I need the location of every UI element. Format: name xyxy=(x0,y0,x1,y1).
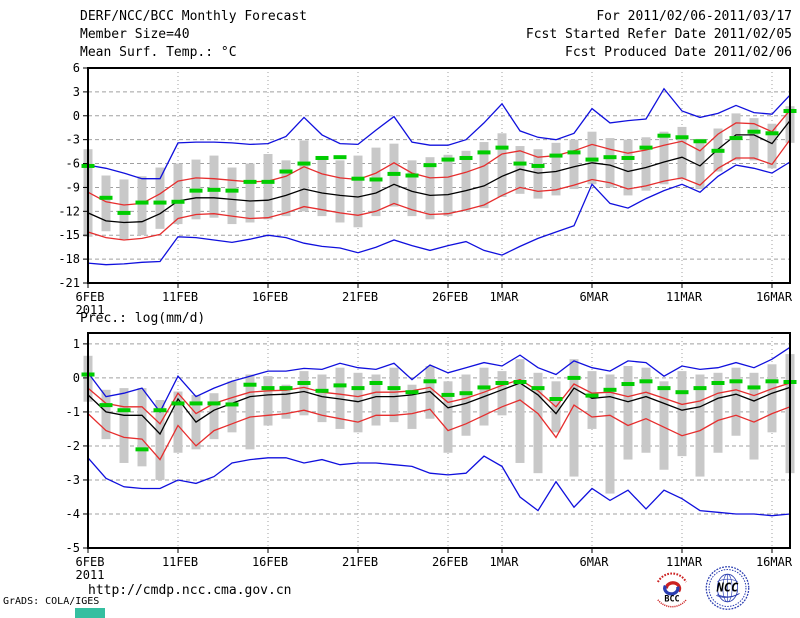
svg-text:-5: -5 xyxy=(66,541,80,555)
bcc-blue-swirl xyxy=(663,584,680,596)
svg-text:26FEB: 26FEB xyxy=(432,290,468,304)
svg-text:-4: -4 xyxy=(66,507,80,521)
svg-text:11MAR: 11MAR xyxy=(666,290,703,304)
svg-text:-12: -12 xyxy=(58,204,80,218)
svg-text:11FEB: 11FEB xyxy=(162,290,198,304)
svg-text:0: 0 xyxy=(73,109,80,123)
svg-text:16MAR: 16MAR xyxy=(756,290,793,304)
svg-text:21FEB: 21FEB xyxy=(342,555,378,569)
member-size-label: Member Size=40 xyxy=(80,27,190,42)
svg-text:16FEB: 16FEB xyxy=(252,290,288,304)
svg-text:6FEB: 6FEB xyxy=(76,555,105,569)
svg-text:3: 3 xyxy=(73,85,80,99)
page-title: DERF/NCC/BCC Monthly Forecast xyxy=(80,9,307,24)
svg-text:26FEB: 26FEB xyxy=(432,555,468,569)
svg-text:-9: -9 xyxy=(66,180,80,194)
svg-text:6MAR: 6MAR xyxy=(580,290,610,304)
grads-color-swatch xyxy=(75,608,105,618)
ncc-underline xyxy=(716,593,740,598)
svg-text:6MAR: 6MAR xyxy=(580,555,610,569)
ncc-logo: NCC xyxy=(705,566,750,610)
svg-text:-1: -1 xyxy=(66,405,80,419)
svg-text:6FEB: 6FEB xyxy=(76,290,105,304)
svg-text:-6: -6 xyxy=(66,157,80,171)
svg-text:16FEB: 16FEB xyxy=(252,555,288,569)
svg-text:11MAR: 11MAR xyxy=(666,555,703,569)
svg-text:-15: -15 xyxy=(58,228,80,242)
svg-text:21FEB: 21FEB xyxy=(342,290,378,304)
ncc-wreath-outer xyxy=(705,566,750,610)
svg-text:1MAR: 1MAR xyxy=(490,290,520,304)
bcc-top-arc-text xyxy=(656,572,688,583)
svg-text:-21: -21 xyxy=(58,276,80,290)
refer-date-label: Fcst Started Refer Date 2011/02/05 xyxy=(525,27,792,42)
svg-text:11FEB: 11FEB xyxy=(162,555,198,569)
svg-text:16MAR: 16MAR xyxy=(756,555,793,569)
bcc-logo: BCC xyxy=(656,572,688,608)
svg-text:-2: -2 xyxy=(66,439,80,453)
svg-text:2011: 2011 xyxy=(76,568,105,581)
bcc-logo-label: BCC xyxy=(664,594,679,604)
temperature-chart-title: Mean Surf. Temp.: °C xyxy=(80,45,237,60)
produced-date-label: Fcst Produced Date 2011/02/06 xyxy=(565,45,792,60)
ncc-wreath-inner xyxy=(708,569,747,607)
website-url: http://cmdp.ncc.cma.gov.cn xyxy=(88,583,292,598)
svg-text:-3: -3 xyxy=(66,473,80,487)
forecast-range-label: For 2011/02/06-2011/03/17 xyxy=(596,9,792,24)
svg-text:-18: -18 xyxy=(58,252,80,266)
grads-credit: GrADS: COLA/IGES xyxy=(3,596,100,607)
svg-text:0: 0 xyxy=(73,371,80,385)
svg-text:-3: -3 xyxy=(66,133,80,147)
svg-text:1: 1 xyxy=(73,337,80,351)
svg-text:2011: 2011 xyxy=(76,303,105,316)
svg-text:6: 6 xyxy=(73,61,80,75)
ncc-logo-label: NCC xyxy=(716,581,739,595)
svg-text:1MAR: 1MAR xyxy=(490,555,520,569)
precipitation-chart-title: Prec.: log(mm/d) xyxy=(80,311,206,326)
